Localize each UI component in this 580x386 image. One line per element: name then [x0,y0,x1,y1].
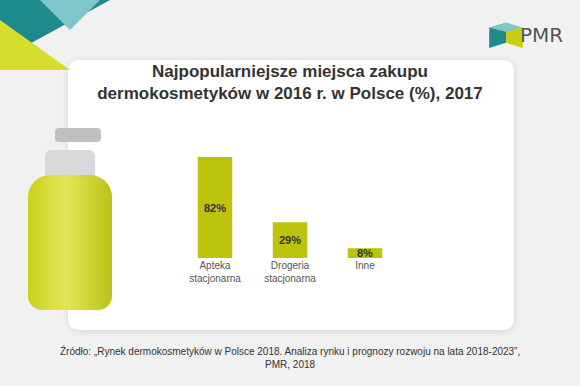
svg-text:Źródło: „Rynek dermokosmetyków: Źródło: „Rynek dermokosmetyków w Polsce … [60,345,520,370]
svg-text:Inne: Inne [355,260,375,271]
svg-text:29%: 29% [279,234,301,246]
svg-text:PMR: PMR [520,23,563,47]
svg-text:Najpopularniejsze miejsca zaku: Najpopularniejsze miejsca zakupudermokos… [97,62,483,103]
svg-text:Drogeriastacjonarna: Drogeriastacjonarna [264,260,316,284]
svg-text:8%: 8% [357,247,373,259]
svg-text:Aptekastacjonarna: Aptekastacjonarna [189,260,241,284]
svg-text:82%: 82% [204,202,226,214]
